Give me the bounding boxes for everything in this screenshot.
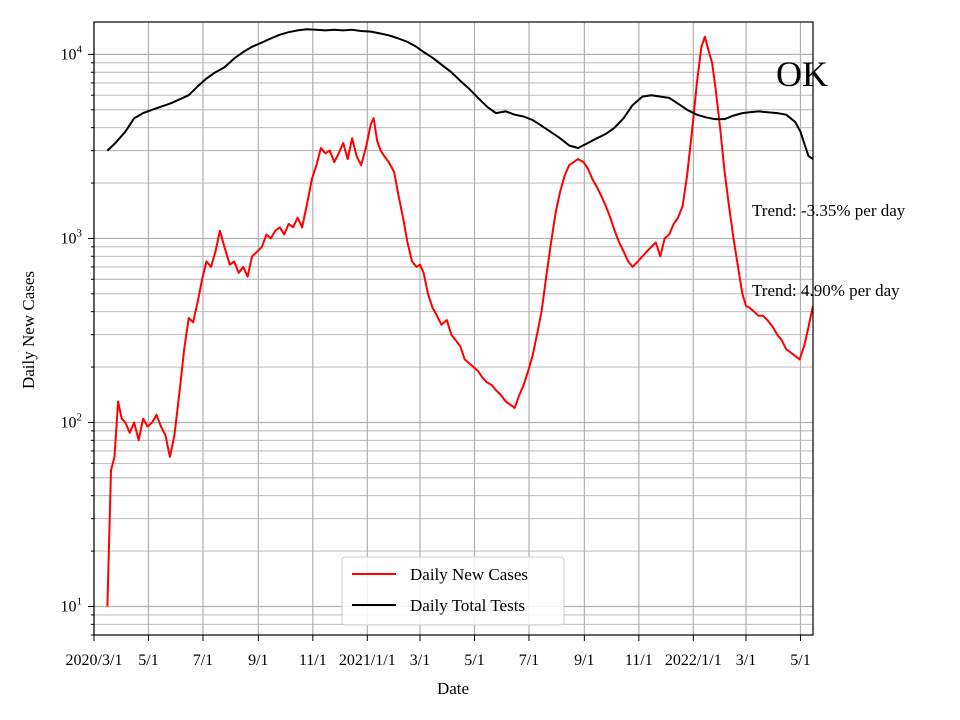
y-axis-label: Daily New Cases	[19, 271, 38, 389]
x-axis-label: Date	[437, 679, 469, 698]
x-tick-label: 3/1	[736, 652, 756, 669]
x-tick-label: 11/1	[625, 652, 653, 669]
x-tick-label: 3/1	[410, 652, 430, 669]
x-tick-label: 9/1	[248, 652, 268, 669]
x-tick-label: 11/1	[299, 652, 327, 669]
legend-label-daily-new-cases: Daily New Cases	[410, 565, 528, 584]
chart-title-state: OK	[776, 54, 828, 94]
x-tick-label: 7/1	[519, 652, 539, 669]
x-tick-label: 9/1	[574, 652, 594, 669]
series-layer	[106, 28, 813, 607]
x-tick-label: 5/1	[138, 652, 158, 669]
x-tick-label: 2022/1/1	[665, 652, 722, 669]
legend: Daily New Cases Daily Total Tests	[341, 556, 565, 626]
x-tick-label: 2021/1/1	[339, 652, 396, 669]
legend-box	[341, 556, 565, 626]
legend-label-daily-total-tests: Daily Total Tests	[410, 596, 525, 615]
trend-annotation-2: Trend: 4.90% per day	[752, 281, 900, 300]
x-tick-label: 7/1	[193, 652, 213, 669]
x-tick-label: 5/1	[464, 652, 484, 669]
x-tick-label: 2020/3/1	[66, 652, 123, 669]
series-line-daily-total-tests	[106, 28, 813, 160]
series-line-daily-new-cases	[106, 35, 813, 607]
grid	[93, 22, 813, 636]
plot-frame	[93, 21, 814, 636]
x-axis: 2020/3/1 5/1 7/1 9/1 11/1 2021/1/1 3/1 5/1 7/1 9/…	[66, 635, 811, 669]
plot-area-background	[94, 22, 813, 635]
x-tick-label: 5/1	[790, 652, 810, 669]
trend-annotation-1: Trend: -3.35% per day	[752, 201, 906, 220]
